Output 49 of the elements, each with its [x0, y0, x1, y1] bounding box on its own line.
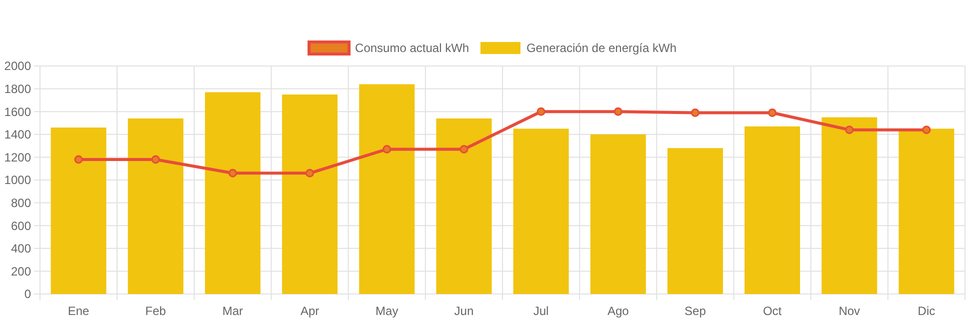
x-tick-label: Oct: [762, 304, 782, 318]
y-tick-label: 600: [10, 218, 32, 233]
point: [614, 107, 622, 116]
bar: [822, 117, 878, 294]
point: [460, 144, 468, 154]
bar: [282, 94, 338, 294]
x-tick-label: May: [376, 304, 398, 318]
bar: [898, 128, 954, 294]
bar: [667, 148, 723, 294]
bar: [128, 118, 184, 294]
point: [382, 144, 392, 154]
x-tick-label: Ago: [607, 304, 630, 318]
point: [151, 155, 160, 164]
y-tick-label: 200: [10, 264, 32, 278]
bar: [50, 128, 106, 294]
bar: [590, 134, 646, 294]
x-tick-label: Dic: [918, 304, 936, 318]
bar: [204, 92, 260, 294]
x-tick-label: Apr: [300, 304, 320, 318]
point: [845, 126, 854, 134]
point: [690, 108, 700, 117]
x-tick-label: Feb: [145, 304, 166, 318]
x-tick-label: Ene: [68, 304, 90, 318]
x-tick-label: Nov: [838, 304, 860, 318]
legend-label: Consumo actual kWh: [355, 41, 470, 55]
y-tick-label: 1000: [4, 173, 32, 188]
y-tick-label: 1600: [4, 104, 32, 119]
y-tick-label: 400: [10, 242, 32, 256]
point: [922, 126, 931, 134]
bar: [359, 84, 415, 294]
y-tick-label: 0: [24, 287, 32, 302]
y-tick-label: 800: [10, 196, 32, 210]
y-tick-label: 1200: [4, 150, 32, 164]
point: [536, 107, 546, 116]
point: [768, 108, 777, 117]
point: [74, 155, 83, 164]
x-tick-label: Sep: [684, 304, 706, 318]
x-tick-label: Mar: [222, 304, 244, 318]
y-tick-label: 1400: [4, 128, 32, 142]
y-tick-label: 2000: [4, 59, 32, 74]
y-tick-label: 1800: [4, 82, 32, 96]
bar: [513, 128, 569, 294]
legend-label: Generación de energía kWh: [526, 41, 677, 55]
bar: [744, 126, 800, 294]
x-tick-label: Jun: [454, 304, 474, 318]
x-tick-label: Jul: [533, 304, 549, 318]
point: [306, 168, 314, 178]
point: [228, 168, 237, 178]
bar: [436, 118, 492, 294]
